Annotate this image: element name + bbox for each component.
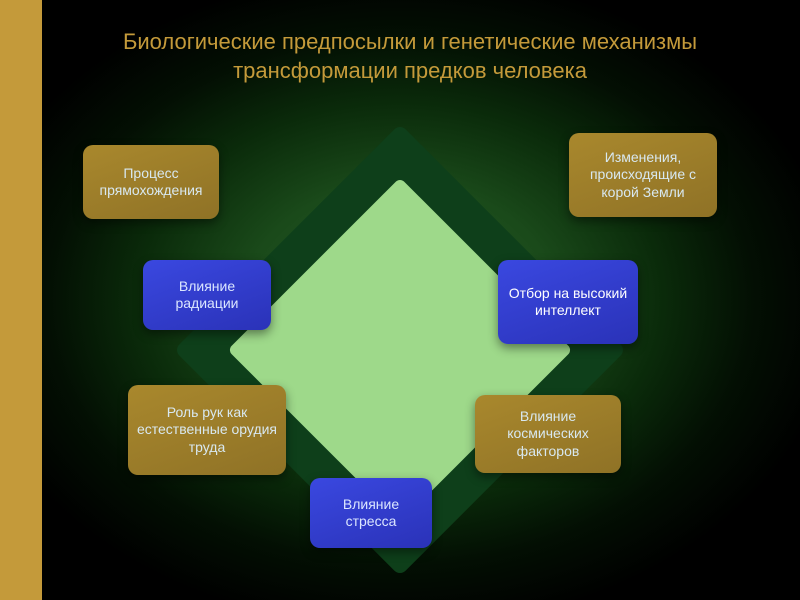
- box-earth-crust: Изменения, происходящие с корой Земли: [569, 133, 717, 217]
- slide-title: Биологические предпосылки и генетические…: [80, 28, 740, 85]
- box-hands: Роль рук как естественные орудия труда: [128, 385, 286, 475]
- box-upright: Процесс прямохождения: [83, 145, 219, 219]
- box-stress: Влияние стресса: [310, 478, 432, 548]
- box-cosmic: Влияние космических факторов: [475, 395, 621, 473]
- left-stripe: [0, 0, 42, 600]
- box-radiation: Влияние радиации: [143, 260, 271, 330]
- box-intellect: Отбор на высокий интеллект: [498, 260, 638, 344]
